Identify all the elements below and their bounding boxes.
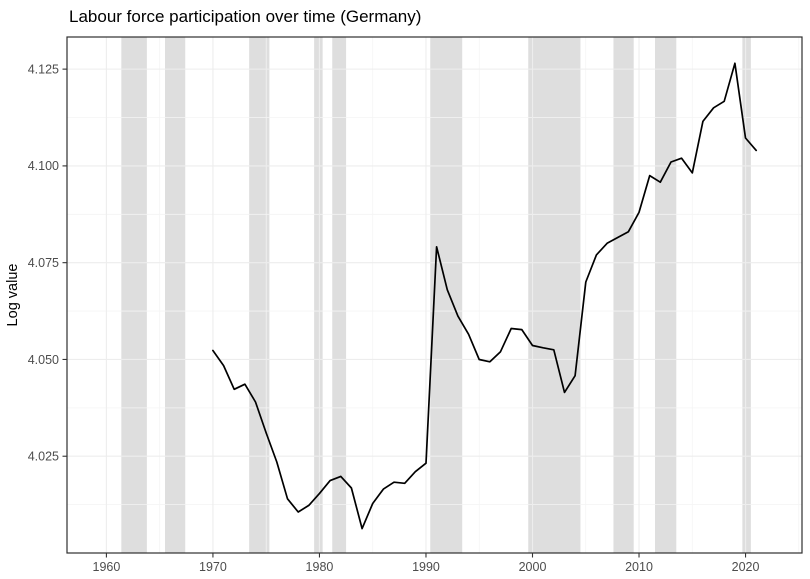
recession-band (314, 37, 323, 553)
recession-band (121, 37, 147, 553)
x-tick-label: 1980 (306, 560, 334, 574)
recession-band (613, 37, 634, 553)
x-tick-label: 1960 (93, 560, 121, 574)
x-tick-label: 1970 (199, 560, 227, 574)
x-tick-label: 2000 (519, 560, 547, 574)
y-axis-title: Log value (5, 264, 21, 327)
y-tick-label: 4.100 (28, 159, 59, 173)
y-axis: 4.025 4.050 4.075 4.100 4.125 (28, 62, 67, 464)
recession-band (430, 37, 463, 553)
recession-band (528, 37, 581, 553)
panel-border (66, 36, 803, 554)
x-tick-label: 2020 (732, 560, 760, 574)
y-tick-label: 4.025 (28, 450, 59, 464)
x-tick-label: 2010 (625, 560, 653, 574)
y-tick-label: 4.075 (28, 256, 59, 270)
y-tick-label: 4.125 (28, 62, 59, 76)
x-tick-label: 1990 (412, 560, 440, 574)
recession-band (332, 37, 347, 553)
series-line (212, 62, 758, 530)
y-tick-label: 4.050 (28, 353, 59, 367)
x-axis: 1960 1970 1980 1990 2000 2010 2020 (93, 553, 760, 574)
gridlines-major (67, 37, 802, 553)
gridlines-minor (67, 37, 802, 553)
recession-band (742, 37, 751, 553)
recession-band (165, 37, 186, 553)
chart-title: Labour force participation over time (Ge… (69, 7, 422, 26)
recession-band (655, 37, 677, 553)
